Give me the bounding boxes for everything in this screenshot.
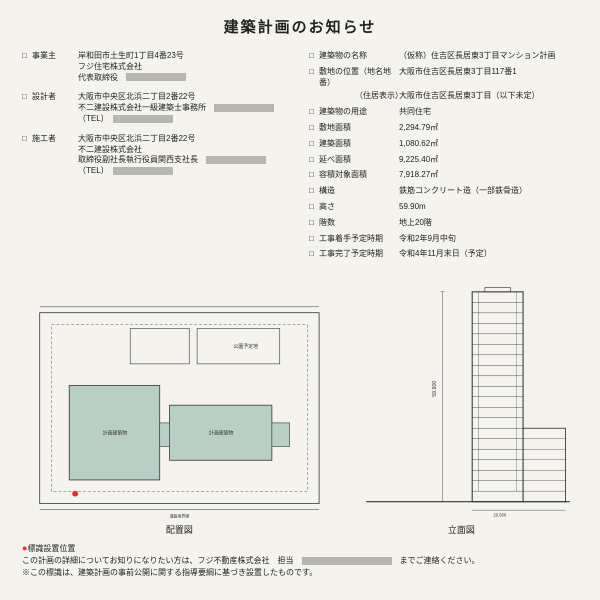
bullet-icon: □: [309, 139, 319, 150]
field-label: 階数: [319, 218, 399, 229]
field-label: 建築物の名称: [319, 51, 399, 62]
field-value: 7,918.27㎡: [399, 170, 578, 181]
site-plan: 計画建築物 計画建築物 公園予定地道路境界線 配置図: [22, 295, 337, 536]
bullet-icon: □: [309, 123, 319, 134]
elevation-label: 立面図: [345, 523, 578, 536]
site-plan-label: 配置図: [22, 523, 337, 536]
field-label: 敷地の位置（地名地番）: [319, 67, 399, 89]
diagrams: 計画建築物 計画建築物 公園予定地道路境界線 配置図 59.900 20,500 立面…: [22, 277, 578, 536]
svg-text:道路境界線: 道路境界線: [170, 513, 190, 518]
svg-text:計画建築物: 計画建築物: [209, 429, 234, 436]
bullet-icon: □: [309, 155, 319, 166]
field-value: 地上20階: [399, 218, 578, 229]
right-column: □ 建築物の名称 （仮称）住吉区長居東3丁目マンション計画 □ 敷地の位置（地名地…: [309, 51, 578, 265]
field-label: 建築面積: [319, 139, 399, 150]
bullet-icon: □: [309, 249, 319, 260]
field-label: 建築物の用途: [319, 107, 399, 118]
field-value: （仮称）住吉区長居東3丁目マンション計画: [399, 51, 578, 62]
field-label: 構造: [319, 186, 399, 197]
marker-label: 標識設置位置: [27, 544, 75, 553]
field-label: 施工者: [32, 134, 78, 177]
left-column: □ 事業主 岸和田市土生町1丁目4番23号フジ住宅株式会社代表取締役 □ 設計者…: [22, 51, 291, 265]
field-value: 大阪市住吉区長居東3丁目（以下未定）: [399, 91, 578, 102]
field-label: 設計者: [32, 92, 78, 124]
footer: ●標識設置位置 この計画の詳細についてお知りになりたい方は、フジ不動産株式会社 …: [22, 542, 578, 580]
field-value: 令和2年9月中旬: [399, 234, 578, 245]
footer-note: ※この標識は、建築計画の事前公開に関する指導要綱に基づき設置したものです。: [22, 567, 578, 579]
bullet-icon: □: [22, 51, 32, 83]
footer-contact: この計画の詳細についてお知りになりたい方は、フジ不動産株式会社 担当 までご連絡…: [22, 555, 578, 567]
info-columns: □ 事業主 岸和田市土生町1丁目4番23号フジ住宅株式会社代表取締役 □ 設計者…: [22, 51, 578, 265]
field-value: 1,080.62㎡: [399, 139, 578, 150]
bullet-icon: □: [22, 92, 32, 124]
bullet-icon: □: [309, 202, 319, 213]
svg-text:公園予定地: 公園予定地: [234, 343, 259, 350]
field-value: 岸和田市土生町1丁目4番23号フジ住宅株式会社代表取締役: [78, 51, 291, 83]
field-value: 59.90m: [399, 202, 578, 213]
bullet-icon: □: [22, 134, 32, 177]
field-label: 工事着手予定時期: [319, 234, 399, 245]
svg-text:計画建築物: 計画建築物: [103, 429, 128, 436]
page-title: 建築計画のお知らせ: [22, 16, 578, 37]
bullet-icon: □: [309, 218, 319, 229]
field-label: 敷地面積: [319, 123, 399, 134]
field-value: 鉄筋コンクリート造（一部鉄骨造）: [399, 186, 578, 197]
field-label: 工事完了予定時期: [319, 249, 399, 260]
bullet-icon: □: [309, 107, 319, 118]
field-value: 9,225.40㎡: [399, 155, 578, 166]
field-label: 容積対象面積: [319, 170, 399, 181]
bullet-icon: □: [309, 234, 319, 245]
field-label: 延べ面積: [319, 155, 399, 166]
bullet-icon: □: [309, 170, 319, 181]
field-value: 共同住宅: [399, 107, 578, 118]
field-label: （住居表示）: [319, 91, 399, 102]
bullet-icon: □: [309, 186, 319, 197]
bullet-icon: □: [309, 51, 319, 62]
elevation: 59.900 20,500 立面図: [345, 277, 578, 536]
field-value: 令和4年11月末日（予定）: [399, 249, 578, 260]
field-value: 大阪市住吉区長居東3丁目117番1: [399, 67, 578, 89]
field-value: 2,294.79㎡: [399, 123, 578, 134]
bullet-icon: [309, 91, 319, 102]
svg-text:20,500: 20,500: [493, 513, 507, 518]
field-label: 事業主: [32, 51, 78, 83]
svg-text:59.900: 59.900: [432, 381, 438, 397]
bullet-icon: □: [309, 67, 319, 89]
field-value: 大阪市中央区北浜二丁目2番22号不二建設株式会社取締役副社長執行役員関西支社長 …: [78, 134, 291, 177]
field-label: 高さ: [319, 202, 399, 213]
field-value: 大阪市中央区北浜二丁目2番22号不二建設株式会社一級建築士事務所 （TEL）: [78, 92, 291, 124]
